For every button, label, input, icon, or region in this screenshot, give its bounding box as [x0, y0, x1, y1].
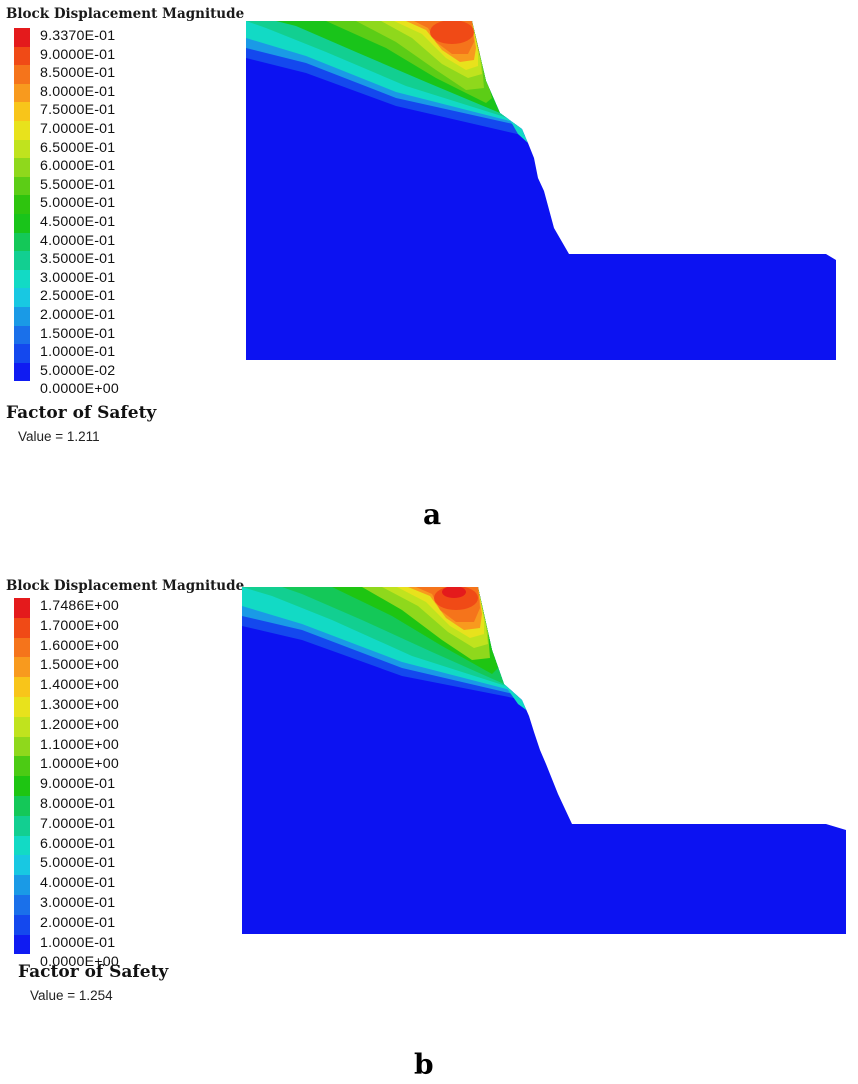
color-swatch [14, 776, 30, 796]
legend-title: Block Displacement Magnitude [6, 578, 245, 594]
factor-of-safety-label: Factor of Safety [18, 962, 169, 982]
legend-value: 1.3000E+00 [40, 696, 119, 713]
legend-value: 9.0000E-01 [40, 46, 116, 63]
color-swatch [14, 195, 30, 214]
legend-value: 2.0000E-01 [40, 914, 116, 931]
color-swatch [14, 736, 30, 757]
color-swatch [14, 756, 30, 777]
color-scale [14, 28, 30, 382]
legend-labels: 9.3370E-01 9.0000E-01 8.5000E-01 8.0000E-01… [40, 27, 119, 399]
color-scale [14, 598, 30, 955]
color-swatch [14, 344, 30, 363]
color-swatch [14, 835, 30, 856]
color-swatch [14, 617, 30, 638]
legend-value: 4.0000E-01 [40, 875, 116, 892]
legend-value: 3.0000E-01 [40, 269, 116, 286]
legend-value: 6.0000E-01 [40, 835, 116, 852]
panel-a: Block Displacement Magnitude 9.3370E-01 9… [0, 0, 858, 531]
legend-value: 1.2000E+00 [40, 716, 119, 733]
legend-value: 9.0000E-01 [40, 776, 116, 793]
legend-value: 1.7486E+00 [40, 598, 119, 614]
legend-value: 6.5000E-01 [40, 139, 116, 156]
color-swatch [14, 158, 30, 177]
legend-value: 2.0000E-01 [40, 306, 116, 323]
legend-value: 0.0000E+00 [40, 381, 119, 398]
color-swatch [14, 83, 30, 103]
legend-value: 1.1000E+00 [40, 736, 119, 753]
legend-value: 4.0000E-01 [40, 232, 116, 249]
legend-value: 7.0000E-01 [40, 815, 116, 832]
legend-value: 1.5000E-01 [40, 325, 116, 342]
legend-value: 1.6000E+00 [40, 637, 119, 654]
color-swatch [14, 139, 30, 159]
color-swatch [14, 28, 30, 47]
legend-value: 5.5000E-01 [40, 176, 116, 193]
legend-value: 1.0000E-01 [40, 934, 116, 951]
legend-value: 4.5000E-01 [40, 213, 116, 230]
legend-value: 2.5000E-01 [40, 288, 116, 305]
color-swatch [14, 120, 30, 140]
panel-caption: a [423, 498, 442, 531]
panel-caption: b [414, 1048, 434, 1081]
factor-of-safety-label: Factor of Safety [6, 403, 157, 423]
color-swatch [14, 306, 30, 326]
legend-value: 8.0000E-01 [40, 795, 116, 812]
color-swatch [14, 914, 30, 935]
legend-value: 5.0000E-02 [40, 362, 116, 379]
color-swatch [14, 716, 30, 737]
legend-value: 8.5000E-01 [40, 65, 116, 82]
color-swatch [14, 677, 30, 697]
color-swatch [14, 696, 30, 717]
legend-value: 8.0000E-01 [40, 83, 116, 100]
legend-title: Block Displacement Magnitude [6, 6, 245, 22]
legend-value: 1.0000E-01 [40, 344, 116, 361]
legend-value: 7.5000E-01 [40, 102, 116, 119]
slope-model-a [246, 21, 836, 360]
color-swatch [14, 325, 30, 345]
legend-value: 5.0000E-01 [40, 855, 116, 872]
color-swatch [14, 176, 30, 196]
legend-value: 6.0000E-01 [40, 158, 116, 175]
color-swatch [14, 855, 30, 876]
color-swatch [14, 875, 30, 895]
color-swatch [14, 232, 30, 252]
color-swatch [14, 362, 30, 382]
legend-value: 1.0000E+00 [40, 756, 119, 773]
color-swatch [14, 213, 30, 233]
legend-value: 3.5000E-01 [40, 251, 116, 268]
legend-value: 1.5000E+00 [40, 657, 119, 674]
legend-value: 7.0000E-01 [40, 120, 116, 137]
legend-value: 1.4000E+00 [40, 677, 119, 694]
color-swatch [14, 894, 30, 915]
color-swatch [14, 815, 30, 836]
color-swatch [14, 65, 30, 84]
factor-of-safety-value: Value = 1.254 [30, 988, 113, 1003]
factor-of-safety-value: Value = 1.211 [18, 429, 100, 444]
color-swatch [14, 46, 30, 66]
legend-labels: 1.7486E+00 1.7000E+00 1.6000E+00 1.5000E+00… [40, 597, 119, 973]
color-swatch [14, 251, 30, 270]
legend-value: 1.7000E+00 [40, 617, 119, 634]
color-swatch [14, 288, 30, 307]
color-swatch [14, 934, 30, 955]
color-swatch [14, 637, 30, 658]
legend-value: 0.0000E+00 [40, 954, 119, 971]
color-swatch [14, 657, 30, 678]
color-swatch [14, 598, 30, 618]
color-swatch [14, 795, 30, 816]
panel-b: Block Displacement Magnitude 1.7486E+00 1… [0, 570, 858, 1084]
color-swatch [14, 102, 30, 121]
legend-value: 3.0000E-01 [40, 894, 116, 911]
color-swatch [14, 269, 30, 289]
slope-model-b [242, 587, 846, 934]
legend-value: 5.0000E-01 [40, 195, 116, 212]
legend-value: 9.3370E-01 [40, 28, 116, 44]
